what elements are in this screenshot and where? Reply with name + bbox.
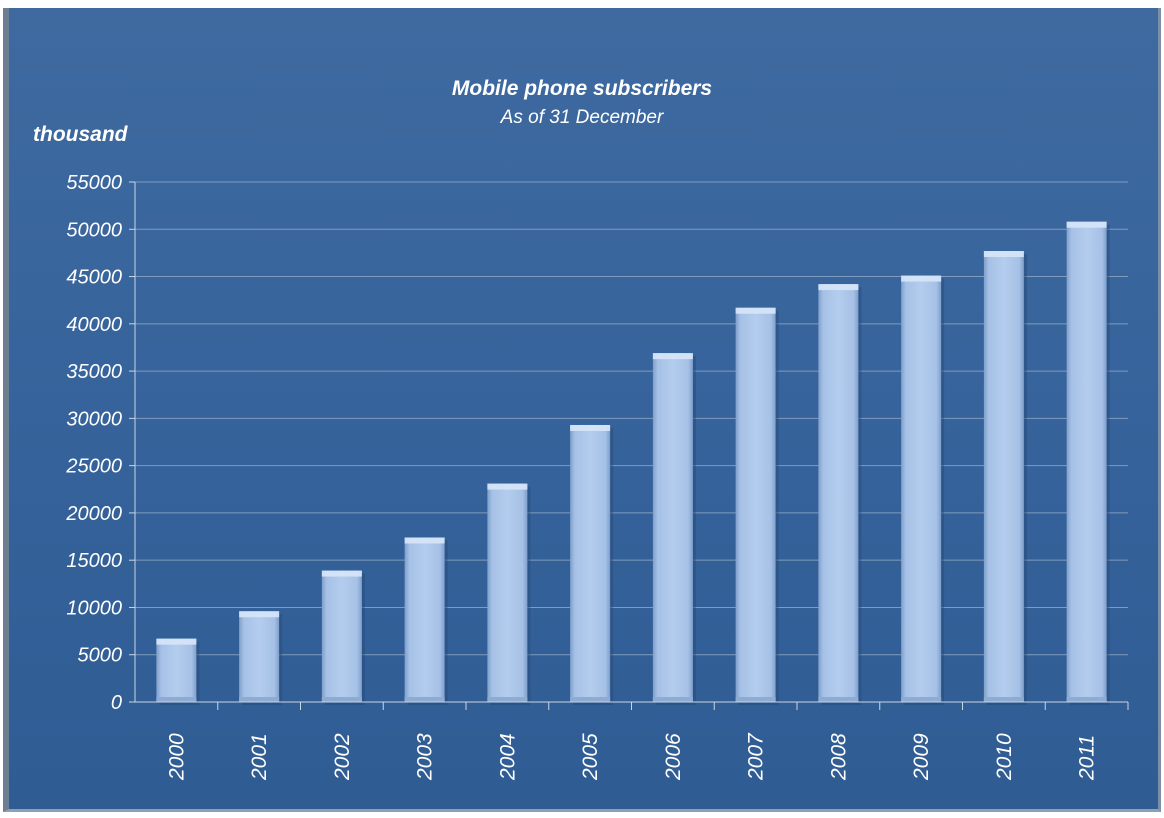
bar-top-bevel — [156, 638, 197, 645]
bar-bottom-bevel — [901, 697, 942, 702]
x-tick-label: 2006 — [662, 733, 685, 781]
bar-top-bevel — [239, 611, 280, 618]
y-tick-label: 40000 — [66, 314, 122, 336]
x-tick-label: 2004 — [496, 733, 519, 781]
bar-top-bevel — [321, 570, 362, 577]
bar-2001 — [239, 611, 283, 705]
bar-top-bevel — [652, 353, 693, 360]
y-tick-label: 30000 — [66, 408, 122, 430]
chart-title: Mobile phone subscribers — [452, 77, 712, 100]
x-tick-label: 2007 — [745, 732, 768, 781]
bar-top-bevel — [983, 251, 1024, 258]
bar — [239, 611, 280, 702]
bar — [1066, 221, 1107, 702]
grid-lines — [135, 181, 1128, 656]
y-tick-label: 25000 — [65, 456, 122, 478]
bar — [983, 251, 1024, 702]
bar — [156, 638, 197, 702]
bar — [321, 570, 362, 702]
bar-top-bevel — [487, 483, 528, 490]
y-tick-label: 20000 — [65, 503, 122, 525]
bar — [652, 353, 693, 702]
bar-2003 — [404, 537, 448, 705]
y-tick-label: 0 — [111, 692, 122, 714]
y-axis-label: thousand — [33, 123, 129, 146]
x-tick-label: 2005 — [579, 733, 602, 781]
bar-2011 — [1066, 221, 1110, 705]
y-tick-label: 45000 — [66, 267, 122, 289]
x-tick-label: 2000 — [165, 733, 188, 781]
bar — [487, 483, 528, 702]
bar-bottom-bevel — [735, 697, 776, 702]
y-tick-label: 50000 — [66, 219, 122, 241]
bar — [901, 275, 942, 702]
bar-top-bevel — [1066, 221, 1107, 228]
bar-2000 — [156, 638, 200, 705]
bar — [404, 537, 445, 702]
bar-bottom-bevel — [818, 697, 859, 702]
bar-bottom-bevel — [239, 697, 280, 702]
bar-2005 — [570, 424, 614, 705]
bar-bottom-bevel — [321, 697, 362, 702]
x-tick-label: 2001 — [248, 733, 271, 781]
bar-2010 — [983, 251, 1027, 705]
x-tick-label: 2003 — [414, 733, 437, 781]
bar-2007 — [735, 307, 779, 705]
y-tick-label: 35000 — [66, 361, 122, 383]
x-tick-label: 2011 — [1076, 735, 1099, 781]
y-tick-label: 10000 — [66, 597, 122, 619]
bar-bottom-bevel — [652, 697, 693, 702]
bar-bottom-bevel — [570, 697, 611, 702]
bar-top-bevel — [404, 537, 445, 544]
x-tick-label: 2010 — [993, 733, 1016, 781]
axes: 0 5000 10000 15000 20000 25000 30000 35000 40000… — [65, 172, 1129, 781]
bar-bottom-bevel — [156, 697, 197, 702]
bar-top-bevel — [818, 284, 859, 291]
x-tick-label: 2008 — [827, 733, 850, 781]
bar-2004 — [487, 483, 531, 705]
chart-subtitle: As of 31 December — [500, 107, 664, 128]
bar-2006 — [652, 353, 696, 705]
bar-top-bevel — [901, 275, 942, 282]
y-tick-label: 5000 — [78, 645, 123, 667]
y-tick-label: 15000 — [66, 550, 122, 572]
bar-bottom-bevel — [487, 697, 528, 702]
y-tick-label: 55000 — [66, 172, 122, 194]
bar-top-bevel — [570, 424, 611, 431]
bar-bottom-bevel — [983, 697, 1024, 702]
bar-2009 — [901, 275, 945, 705]
bar-2008 — [818, 284, 862, 705]
bar — [570, 424, 611, 702]
bar-bottom-bevel — [1066, 697, 1107, 702]
bar-top-bevel — [735, 307, 776, 314]
bar-2002 — [321, 570, 365, 705]
bars — [156, 221, 1110, 705]
x-tick-label: 2009 — [910, 733, 933, 781]
bar — [818, 284, 859, 702]
bar — [735, 307, 776, 702]
bar-bottom-bevel — [404, 697, 445, 702]
x-tick-label: 2002 — [331, 733, 354, 781]
